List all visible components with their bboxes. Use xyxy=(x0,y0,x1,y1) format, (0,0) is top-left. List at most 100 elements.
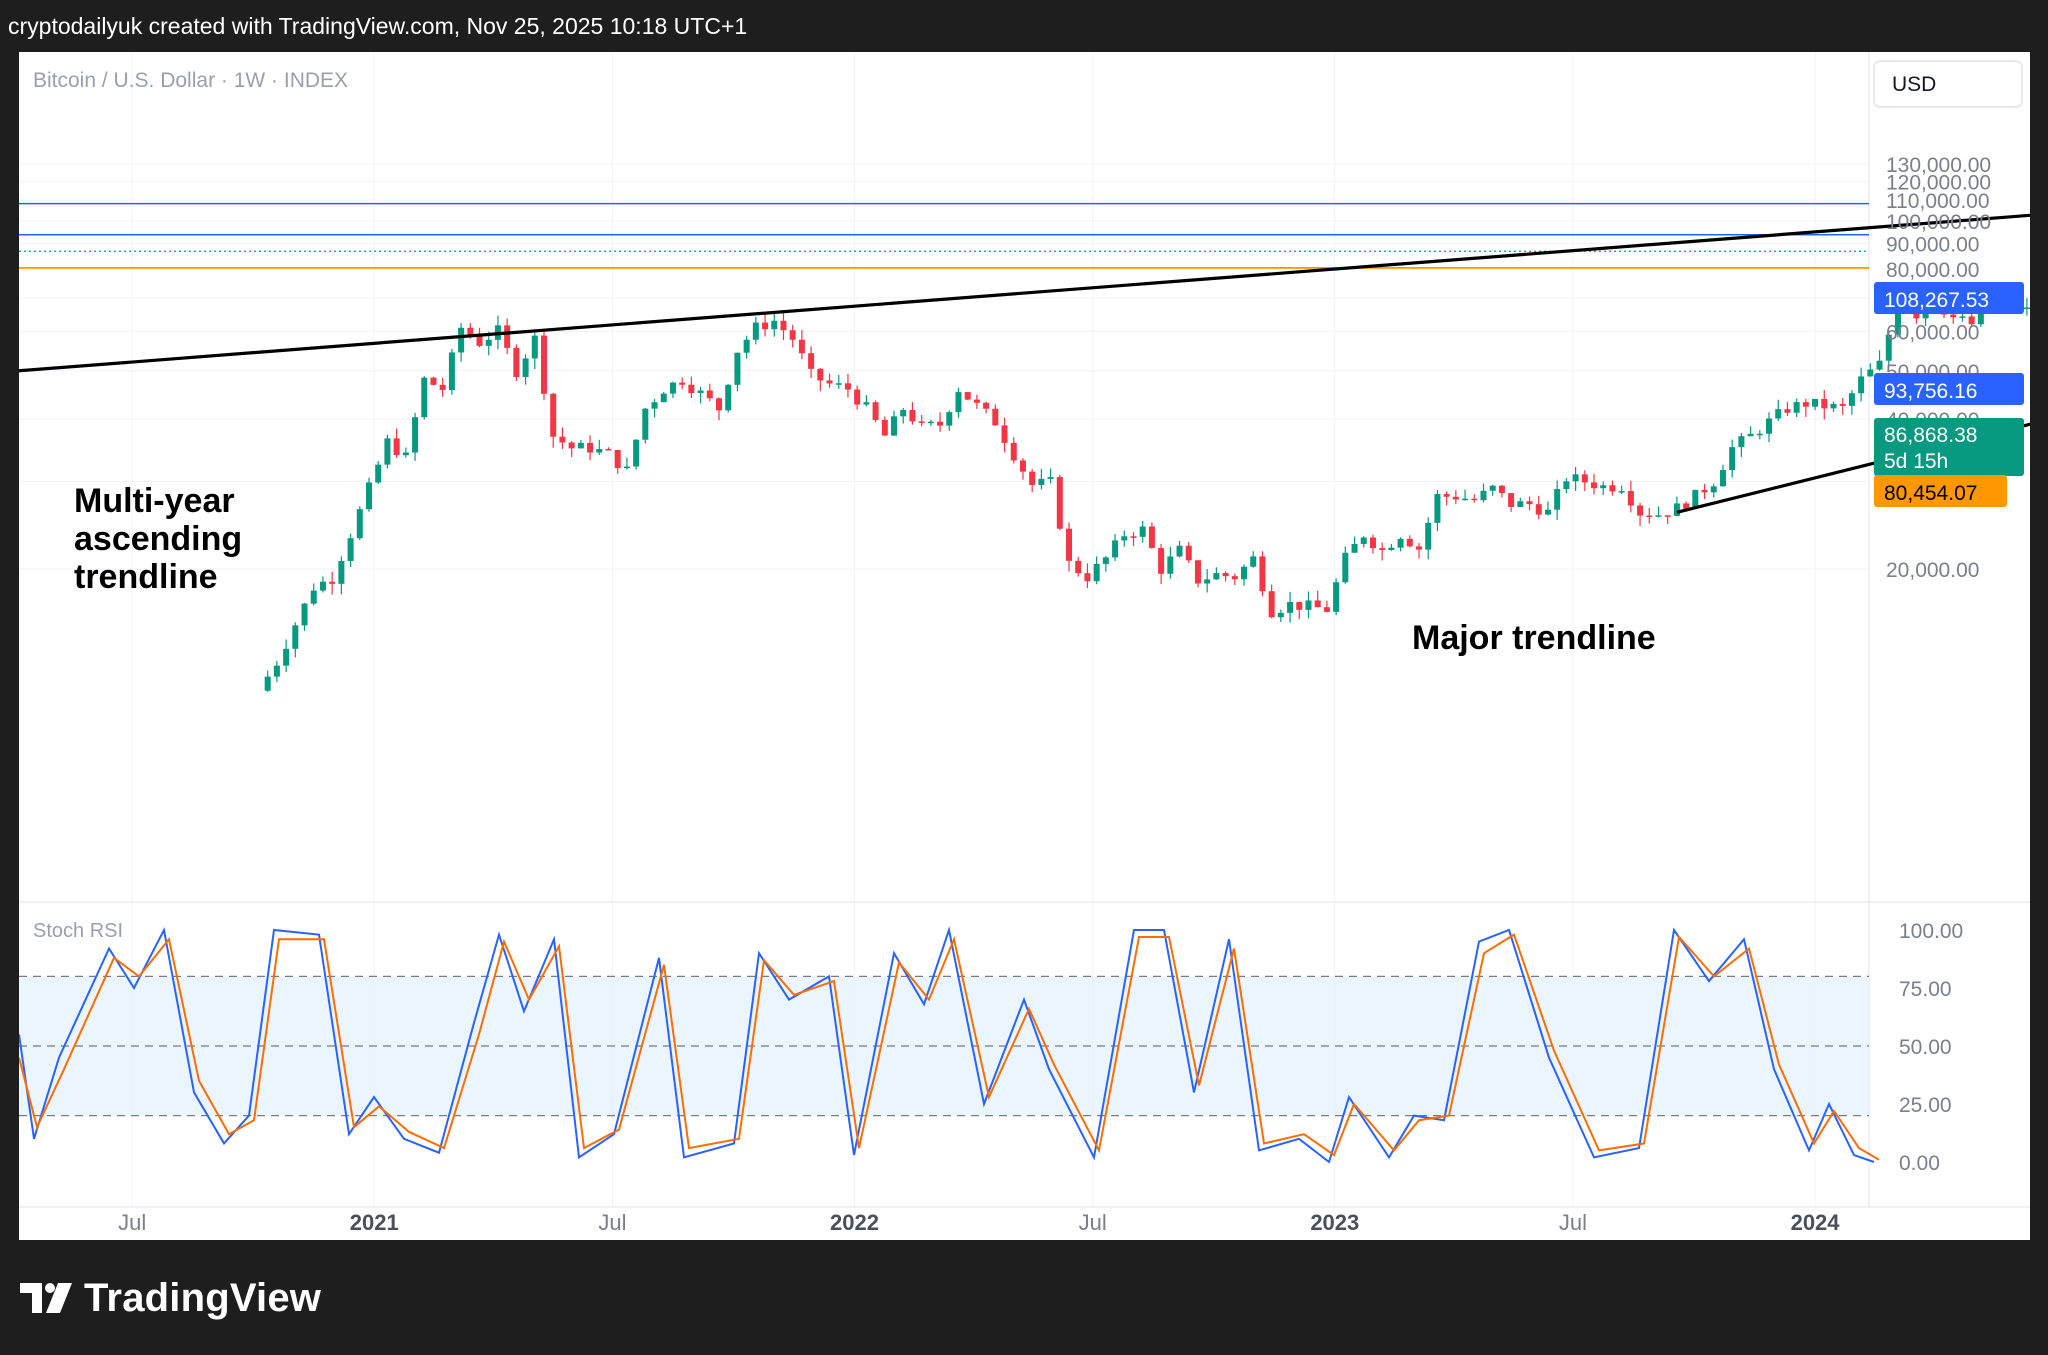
candle-down xyxy=(504,325,511,348)
candle-up xyxy=(402,452,409,456)
candle-up xyxy=(1812,398,1819,407)
candle-down xyxy=(541,335,548,394)
candle-down xyxy=(826,380,833,384)
candle-up xyxy=(955,392,962,413)
candle-down xyxy=(1296,602,1303,610)
candle-up xyxy=(347,538,354,562)
candle-down xyxy=(1066,528,1073,561)
stoch-tick-label: 100.00 xyxy=(1899,920,1963,943)
candle-down xyxy=(1581,474,1588,483)
time-tick-label: Jul xyxy=(598,1210,626,1235)
tradingview-footer[interactable]: TradingView xyxy=(20,1272,321,1324)
candle-up xyxy=(1793,402,1800,413)
chart-svg[interactable]: 20,000.0030,000.0040,000.0050,000.0060,0… xyxy=(18,52,2048,1240)
candle-up xyxy=(1747,433,1754,437)
time-tick-label: 2022 xyxy=(830,1210,879,1235)
candle-down xyxy=(1056,477,1063,529)
candle-up xyxy=(1600,485,1607,489)
candle-up xyxy=(1480,490,1487,501)
currency-label: USD xyxy=(1892,73,1936,96)
candle-up xyxy=(752,322,759,340)
candle-down xyxy=(780,320,787,331)
price-tick-label: 130,000.00 xyxy=(1886,154,1991,177)
candle-up xyxy=(900,409,907,417)
candle-down xyxy=(1084,573,1091,582)
candle-down xyxy=(688,384,695,394)
stoch-k-line xyxy=(18,926,1875,1164)
price-label-resistance: 108,267.53 xyxy=(1874,282,2024,314)
candle-down xyxy=(393,438,400,456)
candle-down xyxy=(605,449,612,451)
candle-up xyxy=(1204,579,1211,584)
candle-up xyxy=(577,442,584,449)
candle-down xyxy=(872,402,879,420)
candle-down xyxy=(587,442,594,453)
candle-down xyxy=(844,383,851,390)
candle-down xyxy=(1416,546,1423,550)
candle-up xyxy=(448,352,455,390)
candle-down xyxy=(1194,560,1201,584)
candle-up xyxy=(356,509,363,539)
annotation-multi-year-1: Multi-year xyxy=(74,482,235,520)
candle-up xyxy=(1351,543,1358,553)
time-tick-label: Jul xyxy=(1559,1210,1587,1235)
candle-up xyxy=(651,402,658,409)
candle-up xyxy=(725,384,732,411)
candle-up xyxy=(1876,360,1883,370)
candle-down xyxy=(937,421,944,426)
trendlines-group xyxy=(18,212,2048,514)
time-tick-label: Jul xyxy=(118,1210,146,1235)
candle-down xyxy=(789,330,796,340)
candle-down xyxy=(1130,536,1137,538)
candle-up xyxy=(596,449,603,453)
candle-down xyxy=(1222,573,1229,577)
candle-down xyxy=(918,421,925,423)
candle-down xyxy=(559,436,566,443)
attribution-text: cryptodailyuk created with TradingView.c… xyxy=(8,13,748,39)
candle-up xyxy=(946,412,953,426)
candle-down xyxy=(1821,398,1828,409)
candle-up xyxy=(1655,515,1662,517)
candle-down xyxy=(817,368,824,381)
candle-down xyxy=(1231,576,1238,580)
candle-down xyxy=(1591,482,1598,489)
candle-up xyxy=(1213,573,1220,580)
price-tick-label: 110,000.00 xyxy=(1886,190,1990,213)
annotation-major-trendline: Major trendline xyxy=(1412,619,1656,657)
candle-down xyxy=(1839,403,1846,406)
candle-up xyxy=(1729,447,1736,470)
stoch-tick-label: 50.00 xyxy=(1899,1036,1952,1059)
candle-up xyxy=(660,393,667,403)
annotation-multi-year-2: ascending xyxy=(74,520,242,558)
chart-panel[interactable]: 20,000.0030,000.0040,000.0050,000.0060,0… xyxy=(18,52,2048,1240)
price-label-support-upper: 93,756.16 xyxy=(1874,373,2024,405)
annotation-multi-year-3: trendline xyxy=(74,558,218,596)
svg-text:86,868.38: 86,868.38 xyxy=(1884,424,1977,447)
stoch-tick-label: 25.00 xyxy=(1899,1094,1952,1117)
candle-down xyxy=(1526,501,1533,505)
svg-text:108,267.53: 108,267.53 xyxy=(1884,289,1989,312)
candle-up xyxy=(522,358,529,378)
candle-down xyxy=(1471,498,1478,501)
multi-year-trendline xyxy=(18,212,2048,373)
candle-up xyxy=(283,648,290,666)
candle-up xyxy=(1572,474,1579,482)
candle-up xyxy=(301,603,308,626)
candle-down xyxy=(1148,526,1155,548)
candle-up xyxy=(1038,478,1045,486)
candle-up xyxy=(1544,509,1551,515)
price-tick-label: 20,000.00 xyxy=(1886,559,1979,582)
candle-down xyxy=(1268,591,1275,618)
currency-button[interactable]: USD xyxy=(1873,60,2023,108)
candle-down xyxy=(854,389,861,405)
major-trendline xyxy=(1676,418,2048,514)
stoch-d-line xyxy=(18,933,1880,1161)
candle-up xyxy=(375,464,382,483)
candle-up xyxy=(292,625,299,649)
candle-up xyxy=(1618,491,1625,493)
candle-up xyxy=(1425,522,1432,550)
candle-up xyxy=(366,482,373,510)
candle-down xyxy=(798,339,805,354)
candle-up xyxy=(1250,556,1257,567)
candle-up xyxy=(1858,376,1865,394)
